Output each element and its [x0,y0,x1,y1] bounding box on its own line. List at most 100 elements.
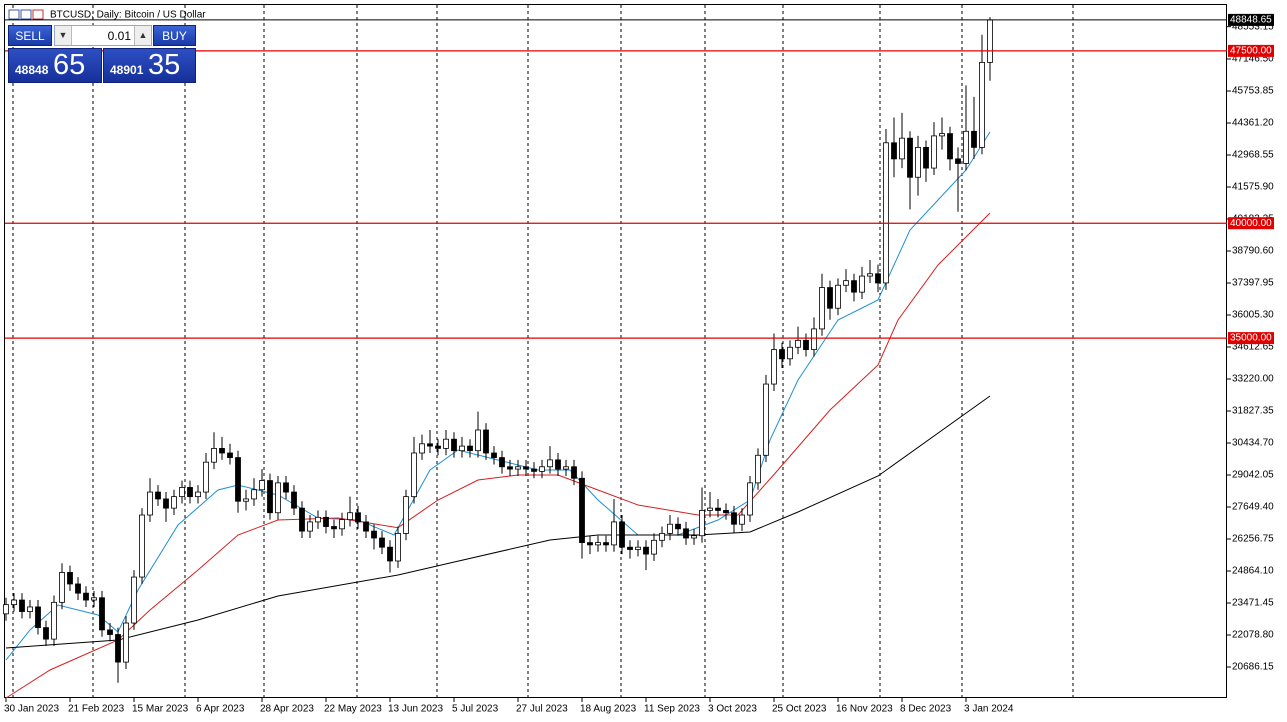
candle-body [123,622,129,663]
candle-body [875,273,881,284]
candle-body [619,521,625,548]
candle-body [891,142,897,160]
candle-body [907,137,913,178]
y-tick-label: 37397.95 [1232,278,1274,289]
x-tick-label: 25 Oct 2023 [772,704,827,715]
candle-body [779,349,785,360]
candle-body [179,487,185,498]
y-tick-label: 47146.50 [1232,54,1274,65]
candle-body [267,480,273,514]
candle-body [811,328,817,350]
ask-fraction: 35 [148,49,181,81]
level-label: 47500.00 [1230,46,1272,57]
volume-down[interactable]: ▼ [55,26,72,45]
candle-body [547,459,553,468]
candle-body [211,447,217,463]
candle-body [987,19,993,63]
candle-body [923,146,929,169]
last-price-bg [1228,13,1274,26]
volume-up[interactable]: ▲ [134,26,151,45]
candle-body [115,634,121,663]
candle-body [851,280,857,293]
x-tick-label: 22 May 2023 [324,704,382,715]
candle-body [707,507,713,511]
y-tick-label: 27649.40 [1232,502,1274,513]
x-tick-label: 6 Apr 2023 [196,704,245,715]
candle-body [443,438,449,449]
candle-body [739,514,745,525]
bid-fraction: 65 [53,49,86,81]
candle-body [379,537,385,548]
y-tick-label: 26256.75 [1232,534,1274,545]
candle-body [491,452,497,458]
candle-body [555,459,561,470]
candle-body [867,273,873,277]
one-click-trading-panel: SELL ▼ 0.01 ▲ BUY 48848 65 48901 35 [8,25,196,83]
x-tick-label: 21 Feb 2023 [68,704,125,715]
candle-body [131,576,137,624]
ask-main: 48901 [110,63,144,77]
icon [8,9,20,20]
candle-body [539,466,545,472]
candle-body [339,519,345,530]
candle-body [107,629,113,635]
candle-body [427,443,433,447]
last-price-label: 48848.65 [1230,15,1272,26]
candle-body [979,61,985,148]
candle-body [723,510,729,514]
ask-box[interactable]: 48901 35 [103,48,196,83]
candle-body [419,443,425,454]
candle-body [83,592,89,601]
candle-body [795,339,801,348]
candle-body [883,142,889,284]
candle-body [171,496,177,509]
candle-body [931,135,937,169]
y-tick-label: 29042.05 [1232,470,1274,481]
x-tick-label: 27 Jul 2023 [516,704,568,715]
candle-body [947,133,953,160]
candle-body [411,452,417,498]
x-tick-label: 8 Dec 2023 [900,704,952,715]
candle-body [155,491,161,500]
y-tick-label: 22078.80 [1232,630,1274,641]
y-tick-label: 24864.10 [1232,566,1274,577]
level-label: 40000.00 [1230,218,1272,229]
candle-body [587,542,593,546]
candle-body [75,583,81,594]
candle-body [899,137,905,160]
candle-body [627,546,633,550]
icon [20,9,32,20]
candle-body [147,491,153,516]
x-tick-label: 11 Sep 2023 [644,704,700,715]
candle-body [283,482,289,493]
sell-button[interactable]: SELL [8,25,52,46]
candle-body [259,480,265,491]
x-tick-label: 15 Mar 2023 [132,704,189,715]
x-tick-label: 18 Aug 2023 [580,704,637,715]
y-tick-label: 23471.45 [1232,598,1274,609]
moving-average [5,395,991,649]
candle-body [659,533,665,541]
candle-body [243,498,249,502]
candle-body [227,452,233,458]
candle-body [139,514,145,578]
candle-body [99,597,105,631]
candle-body [971,130,977,148]
candle-body [315,516,321,523]
buy-button[interactable]: BUY [153,25,196,46]
candle-body [603,542,609,546]
volume-box[interactable]: ▼ 0.01 ▲ [54,25,152,46]
bid-box[interactable]: 48848 65 [8,48,102,83]
candle-body [611,521,617,546]
x-tick-label: 16 Nov 2023 [836,704,893,715]
candle-body [819,287,825,330]
candle-body [563,466,569,470]
candle-body [939,133,945,137]
candle-body [531,468,537,472]
candle-body [643,546,649,555]
level-label-bg [1228,44,1274,57]
chart-title: BTCUSD, Daily: Bitcoin / US Dollar [50,10,206,21]
level-label-bg [1228,332,1274,345]
